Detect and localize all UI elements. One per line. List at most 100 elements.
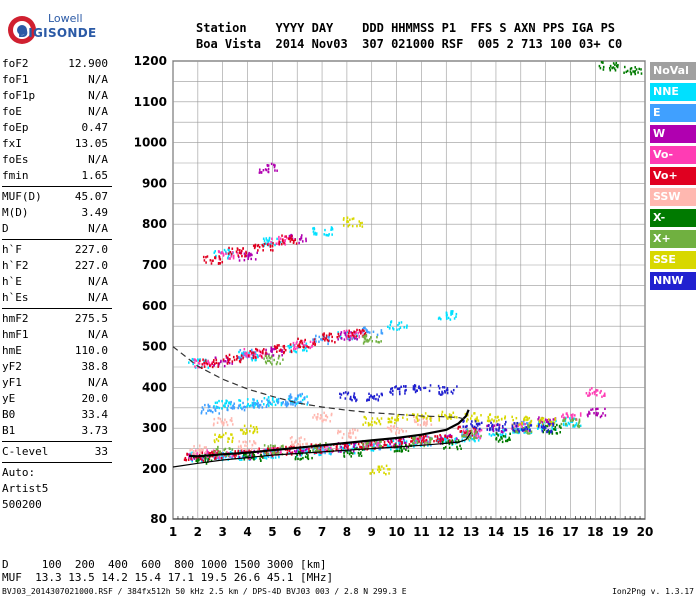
data-point xyxy=(270,456,273,459)
data-point xyxy=(271,398,274,401)
data-point xyxy=(305,452,308,455)
data-point xyxy=(287,237,290,240)
data-point xyxy=(420,442,423,445)
data-point xyxy=(509,438,511,441)
data-point xyxy=(261,349,264,352)
data-point xyxy=(294,350,297,353)
data-point xyxy=(201,363,204,366)
data-point xyxy=(363,340,366,343)
data-point xyxy=(560,426,562,429)
data-point xyxy=(599,391,601,394)
data-point xyxy=(577,423,580,426)
data-point xyxy=(314,343,316,346)
param-value: 3.73 xyxy=(81,424,109,437)
data-point xyxy=(290,349,293,352)
data-point xyxy=(256,349,258,352)
data-point xyxy=(491,418,493,421)
data-point xyxy=(252,453,255,456)
data-point xyxy=(208,452,210,455)
data-point xyxy=(389,323,392,327)
data-point xyxy=(444,413,446,417)
data-point xyxy=(521,428,523,431)
data-point xyxy=(475,422,478,426)
data-point xyxy=(281,350,283,354)
data-point xyxy=(348,435,350,438)
data-point xyxy=(228,358,231,361)
data-point xyxy=(202,448,204,451)
data-point xyxy=(224,402,226,405)
data-point xyxy=(461,433,463,437)
data-point xyxy=(450,390,453,393)
data-point xyxy=(192,450,195,453)
data-point xyxy=(448,434,450,437)
data-point xyxy=(466,424,468,428)
data-point xyxy=(604,414,607,417)
data-point xyxy=(271,249,274,252)
data-point xyxy=(300,234,303,237)
data-point xyxy=(565,412,568,415)
data-point xyxy=(423,386,425,390)
data-point xyxy=(231,448,234,451)
data-point xyxy=(240,449,243,452)
data-point xyxy=(541,421,544,424)
data-point xyxy=(354,436,357,439)
param-name: fmin xyxy=(2,169,29,182)
data-point xyxy=(215,358,218,362)
data-point xyxy=(293,349,295,352)
data-point xyxy=(505,428,508,432)
data-point xyxy=(400,437,402,441)
data-point xyxy=(543,428,546,431)
data-point xyxy=(392,445,395,448)
data-point xyxy=(267,242,270,246)
data-point xyxy=(394,421,396,425)
data-point xyxy=(300,454,303,457)
data-point xyxy=(387,417,390,420)
data-point xyxy=(387,325,389,328)
data-point xyxy=(507,438,510,441)
data-point xyxy=(425,424,427,427)
data-point xyxy=(446,417,449,420)
data-point xyxy=(405,446,408,449)
data-point xyxy=(204,359,207,362)
data-point xyxy=(562,423,565,427)
data-point xyxy=(203,365,206,368)
data-point xyxy=(467,429,469,433)
data-point xyxy=(251,359,254,362)
data-point xyxy=(244,453,246,456)
data-point xyxy=(299,453,302,457)
data-point xyxy=(399,444,401,448)
data-point xyxy=(398,387,401,391)
data-point xyxy=(400,450,403,453)
x-tick-label: 17 xyxy=(562,525,579,539)
data-point xyxy=(375,422,378,425)
data-point xyxy=(340,337,343,340)
data-point xyxy=(475,435,477,438)
data-point xyxy=(354,332,357,335)
data-point xyxy=(391,393,394,396)
data-point xyxy=(564,419,567,423)
data-point xyxy=(524,429,527,433)
data-point xyxy=(273,347,275,351)
data-point xyxy=(473,430,476,434)
data-point xyxy=(440,435,442,438)
data-point xyxy=(263,244,265,248)
data-point xyxy=(239,403,242,407)
data-point xyxy=(450,313,452,316)
data-point xyxy=(446,416,448,419)
data-point xyxy=(251,401,254,405)
data-point xyxy=(252,351,255,354)
data-point xyxy=(247,457,250,460)
data-point xyxy=(206,255,209,258)
data-point xyxy=(386,443,389,447)
data-point xyxy=(293,450,296,453)
data-point xyxy=(522,423,525,426)
data-point xyxy=(346,446,349,450)
data-point xyxy=(423,420,425,424)
data-point xyxy=(367,421,370,425)
data-point xyxy=(630,72,632,76)
data-point xyxy=(604,407,606,411)
data-point xyxy=(400,385,402,388)
data-point xyxy=(398,429,401,432)
data-point xyxy=(259,404,261,407)
data-point xyxy=(205,462,208,465)
